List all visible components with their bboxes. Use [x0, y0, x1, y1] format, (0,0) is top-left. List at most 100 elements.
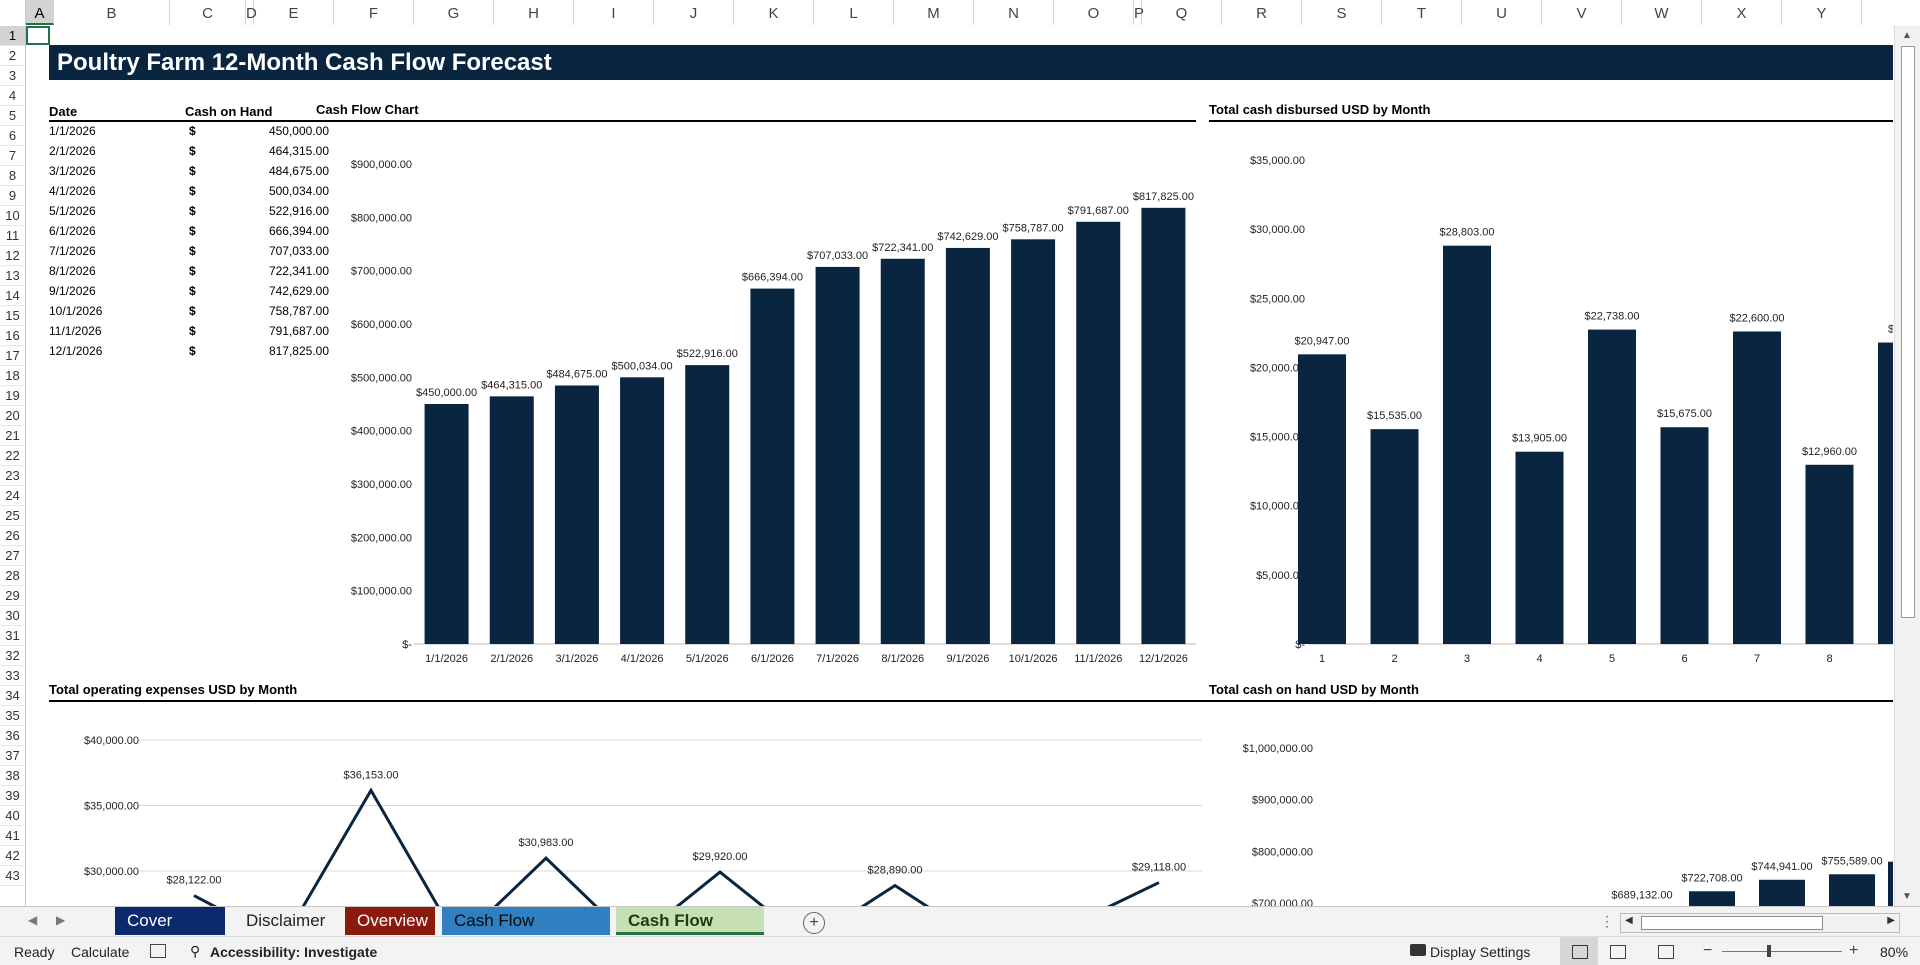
row-header-26[interactable]: 26: [0, 526, 25, 546]
table-row[interactable]: 2/1/2026 $464,315.00: [49, 142, 329, 162]
column-header-b[interactable]: B: [54, 0, 170, 25]
column-header-i[interactable]: I: [574, 0, 654, 25]
table-row[interactable]: 3/1/2026 $484,675.00: [49, 162, 329, 182]
column-header-r[interactable]: R: [1222, 0, 1302, 25]
row-header-20[interactable]: 20: [0, 406, 25, 426]
display-settings-button[interactable]: Display Settings: [1430, 944, 1531, 960]
row-header-34[interactable]: 34: [0, 686, 25, 706]
column-header-e[interactable]: E: [254, 0, 334, 25]
column-header-l[interactable]: L: [814, 0, 894, 25]
operating-expenses-chart[interactable]: Total operating expenses USD by Month $3…: [49, 682, 1219, 906]
column-header-q[interactable]: Q: [1142, 0, 1222, 25]
zoom-level[interactable]: 80%: [1880, 944, 1909, 960]
row-header-17[interactable]: 17: [0, 346, 25, 366]
row-header-24[interactable]: 24: [0, 486, 25, 506]
row-header-43[interactable]: 43: [0, 866, 25, 886]
cash-disbursed-chart[interactable]: Total cash disbursed USD by Month $- $5,0…: [1209, 102, 1893, 662]
zoom-in-icon[interactable]: +: [1849, 942, 1859, 959]
row-header-13[interactable]: 13: [0, 266, 25, 286]
row-header-7[interactable]: 7: [0, 146, 25, 166]
column-header-g[interactable]: G: [414, 0, 494, 25]
table-row[interactable]: 6/1/2026 $666,394.00: [49, 222, 329, 242]
add-sheet-icon[interactable]: +: [803, 912, 825, 934]
sheet-tab-disclaimer[interactable]: Disclaimer: [234, 907, 338, 935]
row-header-9[interactable]: 9: [0, 186, 25, 206]
table-row[interactable]: 7/1/2026 $707,033.00: [49, 242, 329, 262]
row-header-37[interactable]: 37: [0, 746, 25, 766]
row-header-30[interactable]: 30: [0, 606, 25, 626]
row-header-29[interactable]: 29: [0, 586, 25, 606]
table-row[interactable]: 8/1/2026 $722,341.00: [49, 262, 329, 282]
row-header-11[interactable]: 11: [0, 226, 25, 246]
table-row[interactable]: 5/1/2026 $522,916.00: [49, 202, 329, 222]
vertical-scroll-thumb[interactable]: [1901, 46, 1915, 618]
scroll-left-icon[interactable]: ◀: [1625, 915, 1633, 926]
row-header-8[interactable]: 8: [0, 166, 25, 186]
row-header-35[interactable]: 35: [0, 706, 25, 726]
row-header-18[interactable]: 18: [0, 366, 25, 386]
table-row[interactable]: 9/1/2026 $742,629.00: [49, 282, 329, 302]
row-header-4[interactable]: 4: [0, 86, 25, 106]
tab-scroll-left-icon[interactable]: ◀: [28, 913, 38, 927]
page-break-view-icon[interactable]: [1658, 945, 1674, 959]
page-layout-view-icon[interactable]: [1610, 945, 1626, 959]
scroll-up-icon[interactable]: ▲: [1902, 30, 1912, 41]
zoom-slider-thumb[interactable]: [1767, 945, 1771, 957]
row-header-40[interactable]: 40: [0, 806, 25, 826]
column-header-u[interactable]: U: [1462, 0, 1542, 25]
table-row[interactable]: 10/1/2026 $758,787.00: [49, 302, 329, 322]
column-header-t[interactable]: T: [1382, 0, 1462, 25]
column-header-s[interactable]: S: [1302, 0, 1382, 25]
vertical-scrollbar[interactable]: ▲ ▼: [1894, 26, 1920, 906]
tab-scroll-right-icon[interactable]: ▶: [56, 913, 66, 927]
zoom-slider-track[interactable]: [1722, 951, 1842, 952]
table-row[interactable]: 11/1/2026 $791,687.00: [49, 322, 329, 342]
tab-splitter-icon[interactable]: ⋮: [1600, 913, 1614, 929]
macro-record-icon[interactable]: [150, 944, 166, 958]
scroll-right-icon[interactable]: ▶: [1887, 915, 1895, 926]
column-header-h[interactable]: H: [494, 0, 574, 25]
row-header-33[interactable]: 33: [0, 666, 25, 686]
sheet-tab-cash-flow-forecast[interactable]: Cash Flow Forecast: [442, 907, 610, 958]
row-header-39[interactable]: 39: [0, 786, 25, 806]
sheet-tab-cover-sheet[interactable]: Cover Sheet: [115, 907, 225, 958]
row-header-31[interactable]: 31: [0, 626, 25, 646]
column-header-j[interactable]: J: [654, 0, 734, 25]
column-header-w[interactable]: W: [1622, 0, 1702, 25]
column-header-y[interactable]: Y: [1782, 0, 1862, 25]
column-header-d[interactable]: D: [246, 0, 257, 25]
select-all-corner[interactable]: [0, 0, 26, 25]
column-header-c[interactable]: C: [170, 0, 246, 25]
active-cell-a1[interactable]: [26, 26, 50, 45]
row-header-6[interactable]: 6: [0, 126, 25, 146]
row-header-27[interactable]: 27: [0, 546, 25, 566]
row-header-23[interactable]: 23: [0, 466, 25, 486]
display-settings-icon[interactable]: [1410, 944, 1426, 956]
column-header-f[interactable]: F: [334, 0, 414, 25]
table-row[interactable]: 1/1/2026 $450,000.00: [49, 122, 329, 142]
row-header-21[interactable]: 21: [0, 426, 25, 446]
sheet-tab-cash-flow-chart[interactable]: Cash Flow Chart: [616, 907, 764, 958]
row-header-2[interactable]: 2: [0, 46, 25, 66]
row-header-1[interactable]: 1: [0, 26, 25, 46]
row-header-25[interactable]: 25: [0, 506, 25, 526]
row-header-22[interactable]: 22: [0, 446, 25, 466]
scroll-down-icon[interactable]: ▼: [1902, 891, 1912, 902]
column-header-p[interactable]: P: [1134, 0, 1144, 25]
cash-flow-chart[interactable]: Cash Flow Chart $- $100,000.00 $200,000.00…: [316, 102, 1216, 662]
row-header-14[interactable]: 14: [0, 286, 25, 306]
column-header-v[interactable]: V: [1542, 0, 1622, 25]
zoom-out-icon[interactable]: −: [1703, 942, 1713, 959]
row-header-38[interactable]: 38: [0, 766, 25, 786]
column-header-n[interactable]: N: [974, 0, 1054, 25]
column-header-o[interactable]: O: [1054, 0, 1134, 25]
sheet-tab-overview[interactable]: Overview: [345, 907, 435, 935]
row-header-42[interactable]: 42: [0, 846, 25, 866]
row-header-28[interactable]: 28: [0, 566, 25, 586]
column-header-m[interactable]: M: [894, 0, 974, 25]
row-header-32[interactable]: 32: [0, 646, 25, 666]
row-header-15[interactable]: 15: [0, 306, 25, 326]
row-header-3[interactable]: 3: [0, 66, 25, 86]
horizontal-scroll-thumb[interactable]: [1641, 916, 1823, 930]
row-header-10[interactable]: 10: [0, 206, 25, 226]
